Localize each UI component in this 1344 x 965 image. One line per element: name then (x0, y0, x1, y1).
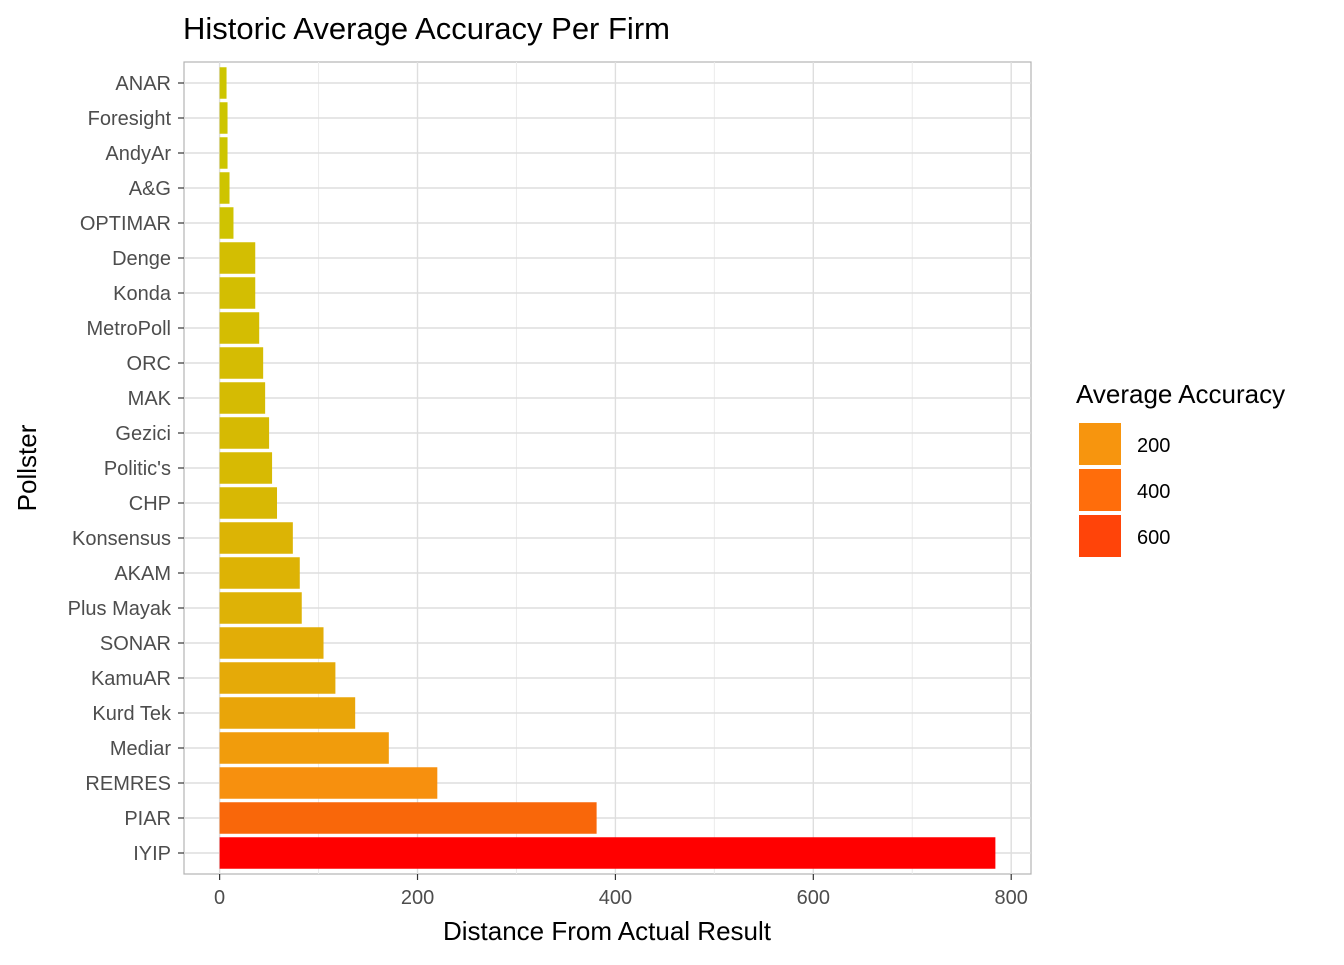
legend-swatch (1079, 469, 1121, 511)
bar (219, 592, 302, 624)
y-tick-label: MAK (128, 388, 172, 410)
bar (219, 522, 293, 554)
bar (219, 347, 264, 379)
x-tick-label: 400 (599, 887, 632, 909)
legend-title: Average Accuracy (1076, 379, 1285, 409)
bar (219, 767, 438, 799)
y-tick-label: Gezici (115, 423, 171, 445)
y-tick-label: Konda (113, 283, 172, 305)
bar (219, 802, 597, 834)
bar (219, 382, 266, 414)
x-tick-label: 200 (401, 887, 434, 909)
bar (219, 697, 356, 729)
chart-title: Historic Average Accuracy Per Firm (183, 11, 670, 46)
y-tick-label: CHP (129, 493, 171, 515)
x-axis-title: Distance From Actual Result (443, 916, 772, 946)
legend: Average Accuracy 200 400 600 (1076, 379, 1285, 557)
x-tick-label: 0 (214, 887, 225, 909)
y-tick-label: Foresight (88, 108, 172, 130)
legend-label: 600 (1137, 527, 1170, 549)
y-tick-label: Denge (112, 248, 171, 270)
bar (219, 627, 324, 659)
bar (219, 102, 228, 134)
bar (219, 417, 270, 449)
bar (219, 312, 260, 344)
bar (219, 242, 256, 274)
y-tick-label: AKAM (114, 563, 171, 585)
y-axis-ticks: ANAR Foresight AndyAr A&G OPTIMAR Denge Konda M… (68, 73, 184, 865)
y-tick-label: ORC (127, 353, 171, 375)
bar (219, 837, 996, 869)
y-tick-label: Mediar (110, 738, 171, 760)
y-tick-label: Politic's (104, 458, 171, 480)
y-tick-label: REMRES (85, 773, 171, 795)
legend-swatch (1079, 515, 1121, 557)
y-tick-label: AndyAr (105, 143, 171, 165)
y-tick-label: PIAR (124, 808, 171, 830)
bar (219, 662, 336, 694)
y-tick-label: IYIP (133, 843, 171, 865)
y-tick-label: ANAR (115, 73, 171, 95)
y-tick-label: KamuAR (91, 668, 171, 690)
legend-label: 400 (1137, 481, 1170, 503)
bars (219, 67, 996, 869)
x-tick-label: 800 (995, 887, 1028, 909)
y-tick-label: SONAR (100, 633, 171, 655)
legend-items: 200 400 600 (1079, 423, 1170, 557)
bar (219, 67, 227, 99)
bar (219, 452, 273, 484)
x-tick-label: 600 (797, 887, 830, 909)
y-tick-label: Kurd Tek (92, 703, 172, 725)
bar (219, 207, 234, 239)
bar (219, 732, 389, 764)
bar (219, 487, 278, 519)
x-axis-ticks: 0 200 400 600 800 (214, 874, 1028, 909)
y-tick-label: Konsensus (72, 528, 171, 550)
y-tick-label: MetroPoll (87, 318, 171, 340)
bar (219, 172, 230, 204)
y-tick-label: OPTIMAR (80, 213, 171, 235)
y-tick-label: Plus Mayak (68, 598, 172, 620)
bar (219, 277, 256, 309)
bar (219, 137, 228, 169)
y-tick-label: A&G (129, 178, 171, 200)
legend-label: 200 (1137, 435, 1170, 457)
y-axis-title: Pollster (12, 424, 42, 511)
legend-swatch (1079, 423, 1121, 465)
bar (219, 557, 300, 589)
